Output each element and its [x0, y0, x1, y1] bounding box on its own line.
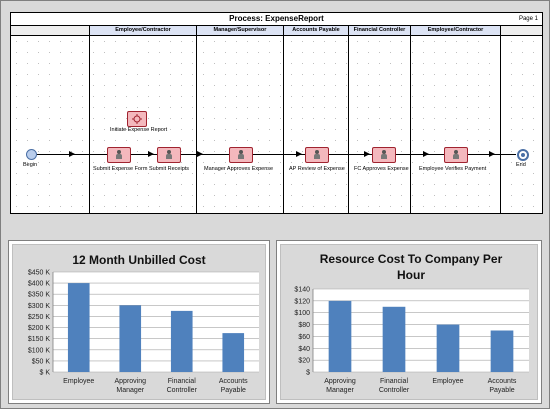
lane-separator: [500, 26, 501, 213]
bar: [67, 283, 90, 372]
y-tick-label: $80: [298, 322, 310, 329]
end-event-icon[interactable]: [517, 149, 529, 161]
bar: [382, 306, 406, 372]
user-icon: [453, 150, 459, 159]
user-icon: [381, 150, 387, 159]
x-tick-label: Employee: [63, 378, 94, 385]
bar: [328, 300, 352, 372]
y-tick-label: $400 K: [28, 281, 51, 288]
lane-header-manager: Manager/Supervisor: [197, 26, 283, 36]
task-submit-receipts[interactable]: [157, 147, 181, 163]
y-tick-label: $100 K: [28, 347, 51, 354]
unbilled-cost-panel: 12 Month Unbilled Cost $ K $50 K $100 K $15…: [8, 240, 270, 404]
lane-header-accounts-payable: Accounts Payable: [284, 26, 348, 36]
task-manager-approves[interactable]: [229, 147, 253, 163]
x-tick-label: Employee: [432, 378, 463, 385]
y-tick-label: $150 K: [28, 336, 51, 343]
x-tick-label: Approving Manager: [324, 378, 356, 394]
x-tick-label: Accounts Payable: [488, 378, 517, 394]
gear-icon: [132, 114, 142, 124]
process-diagram: Process: ExpenseReport Page 1 Employee/C…: [10, 12, 543, 214]
y-tick-label: $450 K: [28, 270, 51, 277]
task-label: Employee Verifies Payment: [419, 166, 487, 172]
bar: [490, 330, 514, 372]
lane-header-employee: Employee/Contractor: [90, 26, 196, 36]
task-label: Submit Receipts: [149, 166, 190, 172]
flow-arrow-icon: [148, 151, 154, 157]
x-tick-label: Accounts Payable: [219, 378, 248, 394]
bar: [170, 310, 193, 372]
user-icon: [238, 150, 244, 159]
y-tick-label: $350 K: [28, 292, 51, 299]
lane-separator: [410, 26, 411, 213]
task-label: AP Review of Expense: [289, 166, 345, 172]
y-tick-label: $40: [298, 346, 310, 353]
user-icon: [166, 150, 172, 159]
task-label: Manager Approves Expense: [204, 166, 274, 172]
y-tick-label: $ K: [39, 370, 50, 377]
lane-separator: [196, 26, 197, 213]
y-tick-label: $300 K: [28, 303, 51, 310]
lane-header-blank-left: [11, 26, 89, 36]
sequence-flow: [36, 154, 516, 155]
lane-header-financial-controller: Financial Controller: [349, 26, 410, 36]
end-event-label: End: [516, 162, 526, 168]
lane-separator: [89, 26, 90, 213]
y-tick-label: $250 K: [28, 314, 51, 321]
resource-cost-panel: Resource Cost To Company Per Hour $ $20 $4…: [276, 240, 542, 404]
page-number: Page 1: [518, 16, 538, 22]
task-ap-review[interactable]: [305, 147, 329, 163]
y-tick-label: $: [306, 370, 310, 377]
x-tick-label: Financial Controller: [167, 378, 198, 394]
chart-title: 12 Month Unbilled Cost: [72, 253, 206, 267]
bar: [436, 324, 460, 372]
flow-arrow-icon: [69, 151, 75, 157]
flow-arrow-icon: [489, 151, 495, 157]
task-submit-expense-form[interactable]: [107, 147, 131, 163]
user-icon: [116, 150, 122, 159]
y-tick-label: $100: [294, 310, 310, 317]
start-event-label: Begin: [23, 162, 38, 168]
user-icon: [314, 150, 320, 159]
flow-arrow-icon: [364, 151, 370, 157]
initiate-expense-task[interactable]: [127, 111, 147, 127]
initiate-expense-label: Initiate Expense Report: [110, 127, 168, 133]
diagram-grid: [11, 36, 542, 213]
y-tick-label: $120: [294, 298, 310, 305]
bar: [119, 305, 142, 372]
lane-header-employee-2: Employee/Contractor: [411, 26, 500, 36]
y-tick-label: $50 K: [32, 358, 51, 365]
x-tick-label: Approving Manager: [114, 378, 146, 394]
y-tick-label: $60: [298, 334, 310, 341]
resource-cost-chart: $ $20 $40 $60 $80 $100 $120 $140 Approving Manage…: [294, 287, 529, 394]
lane-header-blank-right: [501, 26, 542, 36]
y-tick-label: $20: [298, 358, 310, 365]
lane-separator: [283, 26, 284, 213]
process-title: Process: ExpenseReport: [11, 13, 542, 26]
flow-arrow-icon: [423, 151, 429, 157]
x-tick-label: Financial Controller: [379, 378, 410, 394]
flow-arrow-icon: [296, 151, 302, 157]
y-tick-label: $140: [294, 287, 310, 294]
flow-arrow-icon: [197, 151, 203, 157]
start-event-icon[interactable]: [26, 149, 37, 160]
task-label: Submit Expense Form: [93, 166, 148, 172]
task-label: FC Approves Expense: [354, 166, 409, 172]
unbilled-cost-chart: $ K $50 K $100 K $150 K $200 K $250 K $300 K $3…: [28, 270, 259, 394]
task-fc-approves[interactable]: [372, 147, 396, 163]
bar: [222, 333, 245, 372]
chart-title: Resource Cost To Company Per Hour: [319, 252, 503, 282]
task-employee-verifies[interactable]: [444, 147, 468, 163]
lane-separator: [348, 26, 349, 213]
y-tick-label: $200 K: [28, 325, 51, 332]
